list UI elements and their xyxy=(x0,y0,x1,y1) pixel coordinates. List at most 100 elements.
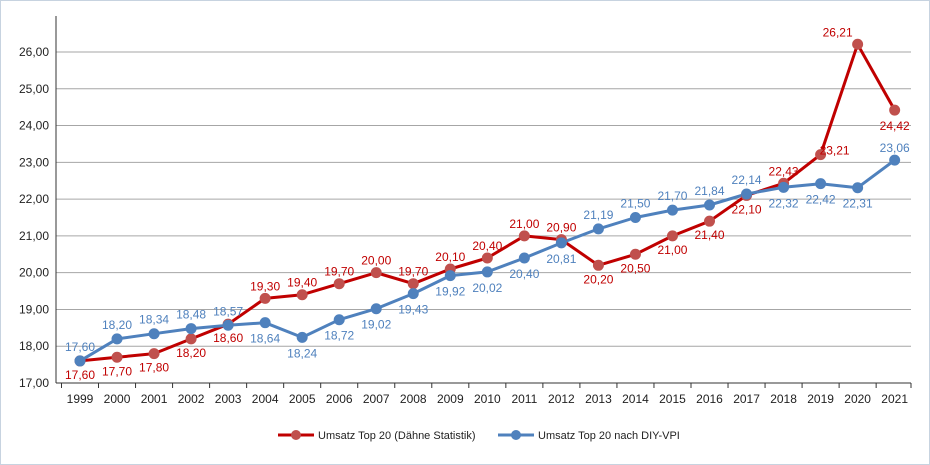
x-tick-label: 2005 xyxy=(289,392,316,406)
x-tick-label: 2021 xyxy=(881,392,908,406)
data-label-series-2: 18,24 xyxy=(287,346,317,360)
data-point-series-2 xyxy=(370,303,382,315)
data-label-series-2: 19,92 xyxy=(435,285,465,299)
data-labels: 17,60 17,70 17,80 18,20 18,60 19,30 19,40 19,70… xyxy=(65,25,910,382)
data-point-series-2 xyxy=(815,178,827,190)
x-axis-tick-labels: 1999 2000 2001 2002 2003 2004 2005 2006 2007 2008… xyxy=(67,392,909,406)
data-label-series-1: 24,42 xyxy=(880,119,910,133)
x-tick-label: 2000 xyxy=(104,392,131,406)
data-point-series-1 xyxy=(111,351,123,363)
x-tick-label: 2018 xyxy=(770,392,797,406)
data-point-series-2 xyxy=(778,181,790,193)
data-point-series-1 xyxy=(333,278,345,290)
data-point-series-1 xyxy=(889,104,901,116)
data-point-series-1 xyxy=(259,292,271,304)
data-point-series-2 xyxy=(629,212,641,223)
data-point-series-1 xyxy=(815,149,827,161)
data-label-series-1: 20,90 xyxy=(546,221,576,235)
data-label-series-2: 22,14 xyxy=(732,173,762,187)
data-label-series-1: 21,00 xyxy=(657,243,687,257)
data-label-series-1: 19,70 xyxy=(324,265,354,279)
data-label-series-1: 20,40 xyxy=(472,239,502,253)
series-points xyxy=(74,38,901,367)
data-label-series-2: 22,32 xyxy=(769,196,799,210)
legend-label: Umsatz Top 20 nach DIY-VPI xyxy=(538,430,680,442)
x-tick-label: 2002 xyxy=(178,392,205,406)
data-point-series-2 xyxy=(555,237,567,249)
data-label-series-2: 23,06 xyxy=(880,141,910,155)
legend-swatch-marker xyxy=(511,430,521,440)
data-point-series-2 xyxy=(74,355,86,367)
x-tick-label: 2011 xyxy=(511,392,537,406)
data-label-series-2: 22,31 xyxy=(843,197,873,211)
x-tick-label: 2006 xyxy=(326,392,353,406)
data-point-series-1 xyxy=(407,278,419,290)
data-point-series-2 xyxy=(518,252,530,264)
data-point-series-2 xyxy=(333,314,345,326)
data-label-series-1: 19,30 xyxy=(250,279,280,293)
data-point-series-1 xyxy=(481,252,493,264)
data-point-series-2 xyxy=(889,154,901,166)
data-label-series-1: 17,60 xyxy=(65,368,95,382)
data-label-series-2: 21,84 xyxy=(694,184,724,198)
data-label-series-1: 18,60 xyxy=(213,331,243,345)
data-point-series-2 xyxy=(296,331,308,343)
data-point-series-2 xyxy=(481,266,493,278)
data-point-series-2 xyxy=(222,319,234,331)
x-tick-label: 2020 xyxy=(844,392,871,406)
legend: Umsatz Top 20 (Dähne Statistik) Umsatz To… xyxy=(278,430,680,442)
data-point-series-2 xyxy=(666,204,678,216)
data-label-series-1: 23,21 xyxy=(820,144,850,158)
x-tick-label: 2014 xyxy=(622,392,649,406)
data-label-series-1: 20,20 xyxy=(583,272,613,286)
y-tick-label: 19,00 xyxy=(19,302,49,316)
x-tick-label: 2008 xyxy=(400,392,427,406)
x-tick-label: 2015 xyxy=(659,392,686,406)
y-tick-label: 21,00 xyxy=(19,229,49,243)
data-point-series-1 xyxy=(629,248,641,260)
data-label-series-1: 17,70 xyxy=(102,364,132,378)
data-label-series-1: 21,00 xyxy=(509,217,539,231)
data-label-series-1: 20,10 xyxy=(435,250,465,264)
y-tick-label: 18,00 xyxy=(19,339,49,353)
data-label-series-2: 21,50 xyxy=(620,197,650,211)
x-tick-label: 2009 xyxy=(437,392,464,406)
y-tick-label: 24,00 xyxy=(19,119,49,133)
y-tick-label: 25,00 xyxy=(19,82,49,96)
x-tick-label: 2001 xyxy=(141,392,168,406)
y-tick-label: 23,00 xyxy=(19,155,49,169)
x-tick-label: 2004 xyxy=(252,392,279,406)
y-tick-label: 17,00 xyxy=(19,376,49,390)
data-label-series-2: 18,64 xyxy=(250,332,280,346)
data-point-series-2 xyxy=(259,317,271,329)
x-tick-label: 2016 xyxy=(696,392,723,406)
x-tick-label: 2003 xyxy=(215,392,242,406)
data-label-series-1: 20,50 xyxy=(620,261,650,275)
data-label-series-2: 18,48 xyxy=(176,308,206,322)
data-point-series-1 xyxy=(518,230,530,242)
gridlines xyxy=(56,51,911,384)
x-tick-label: 1999 xyxy=(67,392,94,406)
data-point-series-1 xyxy=(370,267,382,279)
data-label-series-2: 18,57 xyxy=(213,304,243,318)
data-point-series-2 xyxy=(592,223,604,235)
legend-swatch-marker xyxy=(291,430,301,440)
data-point-series-2 xyxy=(444,270,456,282)
x-tick-label: 2017 xyxy=(733,392,760,406)
data-point-series-2 xyxy=(407,288,419,300)
data-label-series-1: 20,00 xyxy=(361,254,391,268)
y-tick-label: 22,00 xyxy=(19,192,49,206)
data-label-series-1: 26,21 xyxy=(823,25,853,39)
y-axis-tick-labels: 17,00 18,00 19,00 20,00 21,00 22,00 23,00 24,00… xyxy=(19,45,49,390)
data-point-series-1 xyxy=(296,289,308,301)
data-point-series-1 xyxy=(704,215,716,227)
data-point-series-2 xyxy=(185,323,197,335)
data-point-series-2 xyxy=(852,182,864,194)
data-point-series-2 xyxy=(704,199,716,211)
data-label-series-2: 21,70 xyxy=(657,189,687,203)
data-label-series-2: 18,34 xyxy=(139,313,169,327)
data-label-series-1: 21,40 xyxy=(694,228,724,242)
data-point-series-1 xyxy=(666,230,678,242)
data-point-series-1 xyxy=(148,348,160,360)
